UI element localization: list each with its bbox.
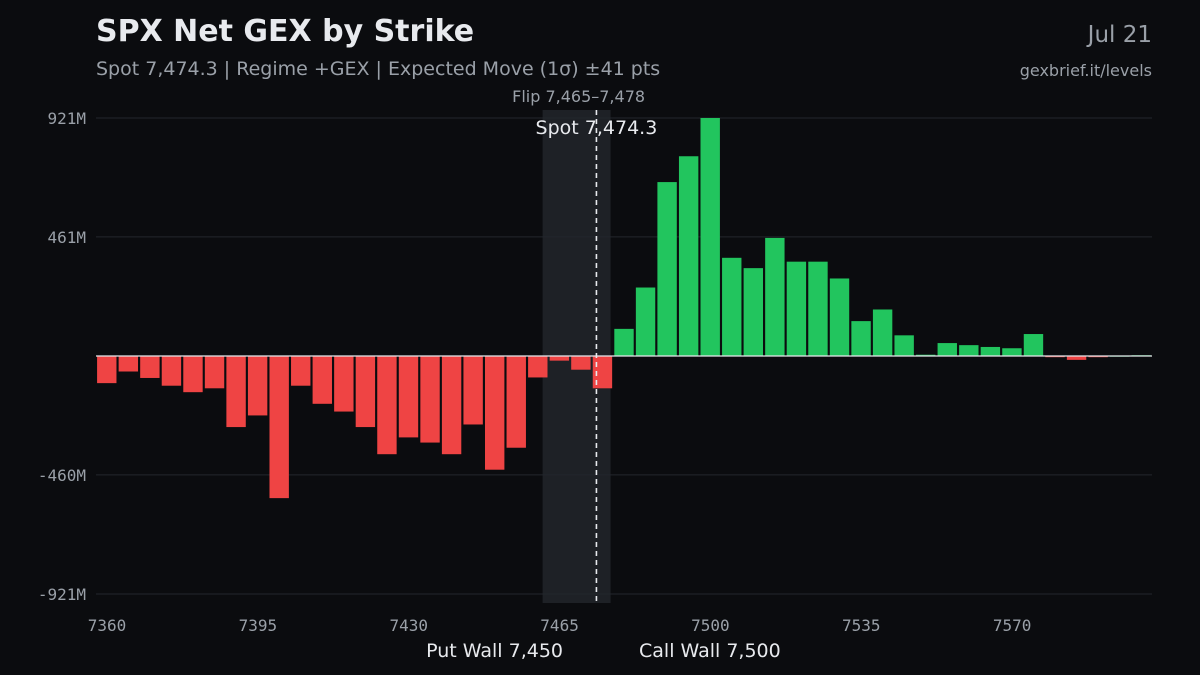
- call-wall-label: Call Wall 7,500: [639, 640, 781, 662]
- bar: [808, 261, 828, 356]
- y-tick-label: 921M: [47, 109, 86, 128]
- bar: [247, 356, 268, 416]
- bar: [226, 356, 246, 428]
- bar: [441, 356, 462, 455]
- bar: [571, 356, 591, 370]
- x-tick-label: 7395: [239, 616, 278, 635]
- bar: [722, 257, 742, 356]
- spot-label: Spot 7,474.3: [536, 117, 658, 139]
- bar: [528, 356, 548, 378]
- bar: [635, 287, 656, 356]
- x-tick-label: 7500: [691, 616, 730, 635]
- bar: [463, 356, 483, 425]
- bar: [484, 356, 505, 470]
- bar: [398, 356, 419, 438]
- bar: [334, 356, 354, 412]
- x-tick-label: 7535: [842, 616, 881, 635]
- bar: [851, 321, 871, 356]
- bar: [894, 335, 914, 356]
- bar: [916, 354, 936, 356]
- chart-title: SPX Net GEX by Strike: [96, 14, 475, 49]
- bar: [959, 345, 979, 356]
- bar: [355, 356, 376, 428]
- bar: [765, 237, 785, 356]
- bar: [183, 356, 203, 393]
- y-tick-label: -921M: [38, 585, 86, 604]
- bar: [786, 261, 807, 356]
- bar: [204, 356, 225, 389]
- bar: [291, 356, 311, 386]
- bar: [161, 356, 182, 386]
- bar: [269, 356, 289, 499]
- bar: [140, 356, 160, 378]
- bar: [700, 118, 720, 356]
- put-wall-label: Put Wall 7,450: [426, 640, 563, 662]
- bar: [118, 356, 139, 372]
- source-label: gexbrief.it/levels: [1019, 61, 1152, 80]
- chart-subtitle: Spot 7,474.3 | Regime +GEX | Expected Mo…: [96, 58, 661, 80]
- bar: [872, 309, 893, 356]
- bar: [592, 356, 613, 389]
- bar: [377, 356, 397, 455]
- bar: [980, 346, 1001, 356]
- bar: [743, 268, 764, 356]
- bar: [312, 356, 332, 404]
- bar: [1066, 356, 1087, 360]
- x-tick-label: 7570: [993, 616, 1032, 635]
- bar: [549, 356, 570, 361]
- flip-zone-label: Flip 7,465–7,478: [512, 87, 645, 106]
- bar: [1002, 348, 1022, 356]
- x-tick-label: 7360: [88, 616, 127, 635]
- x-tick-label: 7465: [540, 616, 579, 635]
- bar: [937, 343, 957, 356]
- bar: [506, 356, 526, 448]
- bar: [657, 182, 677, 356]
- y-tick-label: 461M: [47, 228, 86, 247]
- bar: [1023, 334, 1044, 356]
- bar: [678, 156, 699, 356]
- date-label: Jul 21: [1087, 22, 1152, 48]
- bar: [420, 356, 440, 443]
- x-tick-label: 7430: [389, 616, 428, 635]
- bar: [614, 328, 634, 356]
- bar: [97, 356, 117, 384]
- bar: [829, 278, 850, 356]
- y-tick-label: -460M: [38, 466, 86, 485]
